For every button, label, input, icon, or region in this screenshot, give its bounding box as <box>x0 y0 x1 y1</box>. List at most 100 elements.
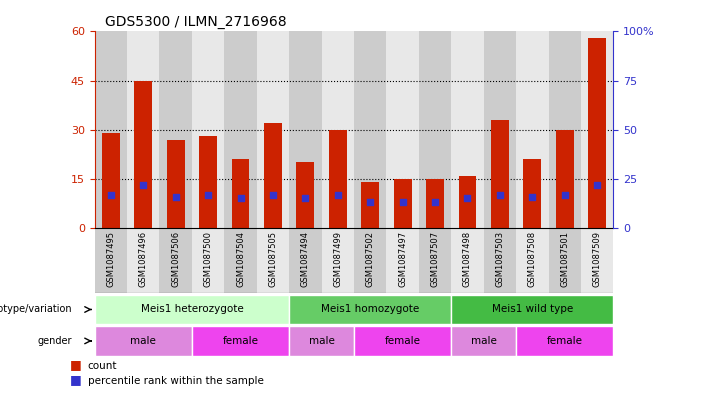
Text: female: female <box>385 336 421 346</box>
Text: percentile rank within the sample: percentile rank within the sample <box>88 376 264 386</box>
Text: GSM1087501: GSM1087501 <box>560 231 569 287</box>
Bar <box>588 38 606 228</box>
Point <box>235 195 246 202</box>
Bar <box>354 228 386 293</box>
Bar <box>224 31 257 228</box>
Text: GSM1087500: GSM1087500 <box>203 231 212 287</box>
Text: male: male <box>471 336 496 346</box>
Point <box>397 199 408 206</box>
Bar <box>192 326 290 356</box>
Bar <box>581 31 613 228</box>
Bar <box>451 228 484 293</box>
Bar <box>95 326 192 356</box>
Text: male: male <box>130 336 156 346</box>
Bar <box>556 130 573 228</box>
Point <box>300 195 311 202</box>
Bar <box>95 31 127 228</box>
Bar <box>418 228 451 293</box>
Point <box>462 195 473 202</box>
Text: GSM1087508: GSM1087508 <box>528 231 537 287</box>
Point <box>267 191 278 198</box>
Bar <box>418 31 451 228</box>
Bar <box>386 228 418 293</box>
Bar <box>290 228 322 293</box>
Text: Meis1 homozygote: Meis1 homozygote <box>321 305 419 314</box>
Text: male: male <box>308 336 334 346</box>
Text: ■: ■ <box>70 373 82 386</box>
Bar <box>426 179 444 228</box>
Bar <box>322 228 354 293</box>
Bar <box>257 228 290 293</box>
Point <box>105 191 116 198</box>
Bar <box>257 31 290 228</box>
Bar <box>127 228 160 293</box>
Bar <box>581 228 613 293</box>
Text: GSM1087495: GSM1087495 <box>107 231 116 287</box>
Bar <box>95 295 290 324</box>
Text: GSM1087498: GSM1087498 <box>463 231 472 287</box>
Bar <box>231 159 250 228</box>
Text: gender: gender <box>37 336 72 346</box>
Point <box>559 191 571 198</box>
Text: GSM1087509: GSM1087509 <box>592 231 601 287</box>
Bar <box>102 133 120 228</box>
Text: GSM1087506: GSM1087506 <box>171 231 180 287</box>
Bar <box>160 228 192 293</box>
Point <box>203 191 214 198</box>
Text: GSM1087504: GSM1087504 <box>236 231 245 287</box>
Bar <box>160 31 192 228</box>
Bar <box>192 31 224 228</box>
Bar <box>354 326 451 356</box>
Bar <box>451 31 484 228</box>
Text: Meis1 wild type: Meis1 wild type <box>491 305 573 314</box>
Bar <box>386 31 418 228</box>
Bar <box>290 31 322 228</box>
Bar <box>95 228 127 293</box>
Text: GSM1087497: GSM1087497 <box>398 231 407 287</box>
Text: ■: ■ <box>70 358 82 371</box>
Text: count: count <box>88 362 117 371</box>
Bar <box>354 31 386 228</box>
Bar <box>458 176 477 228</box>
Point <box>365 199 376 206</box>
Bar <box>290 295 451 324</box>
Text: GSM1087505: GSM1087505 <box>268 231 278 287</box>
Text: GSM1087494: GSM1087494 <box>301 231 310 287</box>
Bar <box>516 228 549 293</box>
Text: GSM1087496: GSM1087496 <box>139 231 148 287</box>
Text: female: female <box>547 336 583 346</box>
Bar <box>322 31 354 228</box>
Text: GDS5300 / ILMN_2716968: GDS5300 / ILMN_2716968 <box>105 15 287 29</box>
Bar <box>264 123 282 228</box>
Bar <box>167 140 184 228</box>
Bar <box>135 81 152 228</box>
Bar <box>484 31 516 228</box>
Text: female: female <box>222 336 259 346</box>
Text: GSM1087499: GSM1087499 <box>333 231 342 287</box>
Bar <box>290 326 354 356</box>
Bar <box>361 182 379 228</box>
Bar <box>491 120 509 228</box>
Point <box>494 191 505 198</box>
Bar <box>516 326 613 356</box>
Bar <box>484 228 516 293</box>
Point <box>332 191 343 198</box>
Bar <box>549 31 581 228</box>
Bar <box>549 228 581 293</box>
Text: GSM1087507: GSM1087507 <box>430 231 440 287</box>
Bar <box>127 31 160 228</box>
Text: GSM1087503: GSM1087503 <box>496 231 505 287</box>
Bar <box>524 159 541 228</box>
Bar <box>451 326 516 356</box>
Text: genotype/variation: genotype/variation <box>0 305 72 314</box>
Bar <box>394 179 411 228</box>
Bar <box>451 295 613 324</box>
Bar <box>224 228 257 293</box>
Bar <box>297 162 314 228</box>
Point <box>137 182 149 188</box>
Bar <box>192 228 224 293</box>
Point <box>526 193 538 200</box>
Point <box>430 199 441 206</box>
Bar <box>199 136 217 228</box>
Bar <box>329 130 347 228</box>
